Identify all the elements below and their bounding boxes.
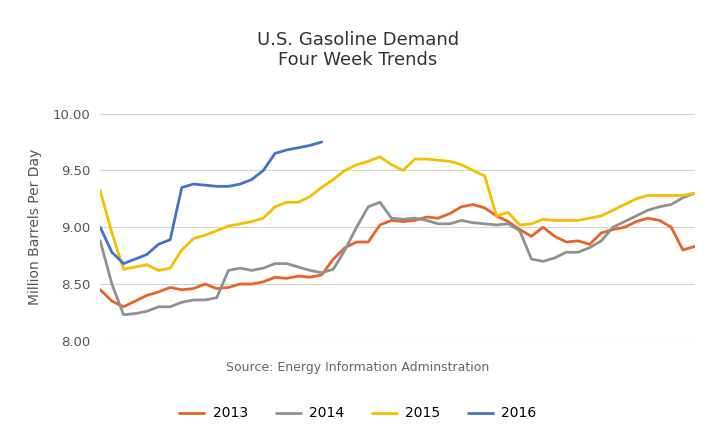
2015	[154, 268, 163, 273]
Text: U.S. Gasoline Demand
Four Week Trends: U.S. Gasoline Demand Four Week Trends	[257, 31, 459, 69]
2015	[480, 173, 489, 179]
Line: 2013: 2013	[100, 205, 695, 307]
2013	[690, 244, 699, 249]
2014	[469, 220, 478, 225]
2013	[480, 205, 489, 211]
2014	[96, 238, 105, 243]
2015	[504, 210, 513, 215]
Y-axis label: Million Barrels Per Day: Million Barrels Per Day	[28, 149, 42, 305]
2014	[690, 191, 699, 196]
2014	[492, 222, 500, 228]
2013	[422, 215, 431, 220]
2014	[317, 270, 326, 275]
2016	[96, 225, 105, 230]
2016	[142, 252, 151, 257]
2013	[154, 289, 163, 295]
2013	[120, 304, 128, 309]
2013	[469, 202, 478, 207]
2015	[376, 154, 384, 160]
2013	[504, 219, 513, 224]
2013	[317, 272, 326, 277]
Legend: 2013, 2014, 2015, 2016: 2013, 2014, 2015, 2016	[174, 401, 542, 426]
2015	[96, 188, 105, 194]
Line: 2015: 2015	[100, 157, 695, 271]
2013	[387, 218, 396, 223]
Line: 2016: 2016	[100, 142, 321, 264]
2014	[655, 204, 664, 209]
2014	[120, 312, 128, 317]
2015	[399, 168, 407, 173]
2016	[306, 143, 314, 148]
2015	[434, 158, 442, 163]
Text: Source: Energy Information Adminstration: Source: Energy Information Adminstration	[226, 361, 490, 374]
2015	[317, 185, 326, 190]
2014	[154, 304, 163, 309]
2013	[96, 287, 105, 292]
2014	[387, 215, 396, 221]
Line: 2014: 2014	[100, 193, 695, 315]
2015	[690, 191, 699, 196]
2015	[142, 262, 151, 267]
